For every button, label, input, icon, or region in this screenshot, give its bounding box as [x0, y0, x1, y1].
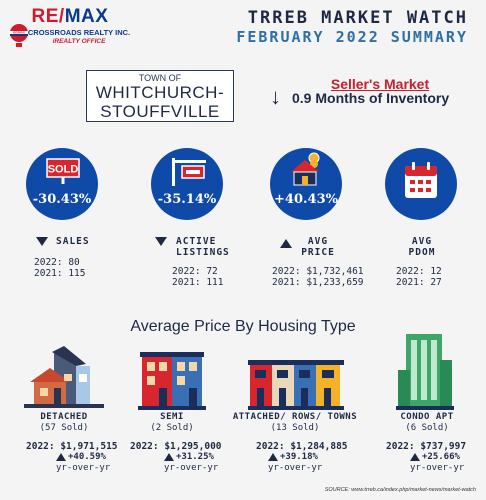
- price-label: AVG PRICE: [296, 236, 340, 258]
- towns-sold: (13 Sold): [270, 423, 320, 433]
- balloon-text: RE/MAX: [13, 31, 25, 35]
- header-subtitle: FEBRUARY 2022 SUMMARY: [236, 28, 468, 46]
- listings-circle: -35.14%: [151, 148, 223, 220]
- calendar-icon: [405, 162, 437, 198]
- town-name-line1: WHITCHURCH-: [95, 83, 225, 102]
- price-circle: +40.43%: [270, 148, 342, 220]
- detached-house-icon: [24, 346, 104, 408]
- sales-circle: SOLD -30.43%: [26, 148, 98, 220]
- logo-office: iREALTY OFFICE: [52, 38, 106, 45]
- sales-label: SALES: [56, 236, 90, 247]
- price-2021: 2021: $1,233,659: [272, 277, 364, 288]
- logo-part1: RE/: [31, 6, 65, 27]
- pdom-label-line2: PDOM: [408, 247, 436, 258]
- price-label-line2: PRICE: [301, 247, 335, 258]
- months-inventory: 0.9 Months of Inventory: [292, 90, 450, 106]
- town-name: WHITCHURCH- STOUFFVILLE: [87, 83, 233, 121]
- sales-down-triangle: [36, 237, 48, 246]
- semi-change: +31.25%: [176, 452, 214, 462]
- listings-label-line2: LISTINGS: [176, 247, 230, 258]
- remax-logo: RE/MAX RE/MAX CROSSROADS REALTY INC. iRE…: [6, 6, 134, 56]
- detached-price: 2022: $1,971,515: [26, 441, 118, 452]
- sales-2022: 2022: 80: [34, 257, 80, 268]
- semi-house-icon: [138, 352, 206, 410]
- listing-sign-icon: [172, 158, 206, 186]
- listings-label: ACTIVE LISTINGS: [176, 236, 230, 258]
- towns-price: 2022: $1,284,885: [256, 441, 348, 452]
- sales-change: -30.43%: [32, 192, 92, 207]
- pdom-circle: [385, 148, 457, 220]
- section-title: Average Price By Housing Type: [130, 318, 356, 335]
- town-name-line2: STOUFFVILLE: [100, 102, 220, 121]
- listings-change: -35.14%: [157, 192, 217, 207]
- condo-tower-icon: [396, 334, 454, 410]
- listings-2021: 2021: 111: [172, 277, 224, 288]
- logo-part2: MAX: [64, 6, 109, 27]
- house-coins-icon: [291, 152, 320, 186]
- semi-yoy: yr-over-yr: [164, 463, 219, 473]
- pdom-label: AVG PDOM: [400, 236, 444, 258]
- down-arrow-icon: ↓: [270, 84, 281, 109]
- condo-sold: (6 Sold): [405, 423, 449, 433]
- listings-label-line1: ACTIVE: [176, 236, 217, 247]
- header-title: TRREB MARKET WATCH: [247, 8, 468, 28]
- price-change: +40.43%: [274, 192, 338, 207]
- towns-change: +39.18%: [280, 452, 318, 462]
- sold-sign-icon: SOLD: [46, 158, 80, 184]
- condo-name: CONDO APT: [400, 412, 454, 422]
- pdom-2022: 2022: 12: [396, 266, 442, 277]
- townhouse-icon: [248, 360, 344, 410]
- detached-yoy: yr-over-yr: [56, 463, 111, 473]
- towns-yoy: yr-over-yr: [268, 463, 323, 473]
- condo-up-triangle: [410, 453, 420, 461]
- detached-name: DETACHED: [40, 412, 88, 422]
- source-note: SOURCE: www.trreb.ca/index.php/market-ne…: [324, 487, 476, 493]
- price-up-triangle: [280, 239, 292, 248]
- detached-sold: (57 Sold): [39, 423, 89, 433]
- condo-yoy: yr-over-yr: [410, 463, 465, 473]
- towns-name: ATTACHED/ ROWS/ TOWNS: [232, 412, 358, 422]
- condo-change: +25.66%: [422, 452, 460, 462]
- market-type: Seller's Market: [330, 76, 430, 92]
- detached-change: +40.59%: [68, 452, 106, 462]
- semi-name: SEMI: [160, 412, 184, 422]
- semi-up-triangle: [164, 453, 174, 461]
- logo-wordmark: RE/MAX: [6, 6, 134, 28]
- logo-company: CROSSROADS REALTY INC.: [27, 28, 131, 37]
- town-box: TOWN OF WHITCHURCH- STOUFFVILLE: [86, 70, 234, 122]
- condo-price: 2022: $737,997: [386, 441, 467, 452]
- sold-sign-text: SOLD: [48, 164, 79, 176]
- hot-air-balloon-icon: RE/MAX: [10, 24, 28, 47]
- towns-up-triangle: [268, 453, 278, 461]
- town-prefix: TOWN OF: [138, 73, 182, 83]
- listings-2022: 2022: 72: [172, 266, 218, 277]
- price-2022: 2022: $1,732,461: [272, 266, 364, 277]
- semi-sold: (2 Sold): [150, 423, 194, 433]
- listings-down-triangle: [155, 237, 167, 246]
- detached-up-triangle: [56, 453, 66, 461]
- sales-2021: 2021: 115: [34, 268, 86, 279]
- price-label-line1: AVG: [307, 236, 329, 247]
- semi-price: 2022: $1,295,000: [130, 441, 222, 452]
- pdom-2021: 2021: 27: [396, 277, 442, 288]
- pdom-label-line1: AVG: [411, 236, 433, 247]
